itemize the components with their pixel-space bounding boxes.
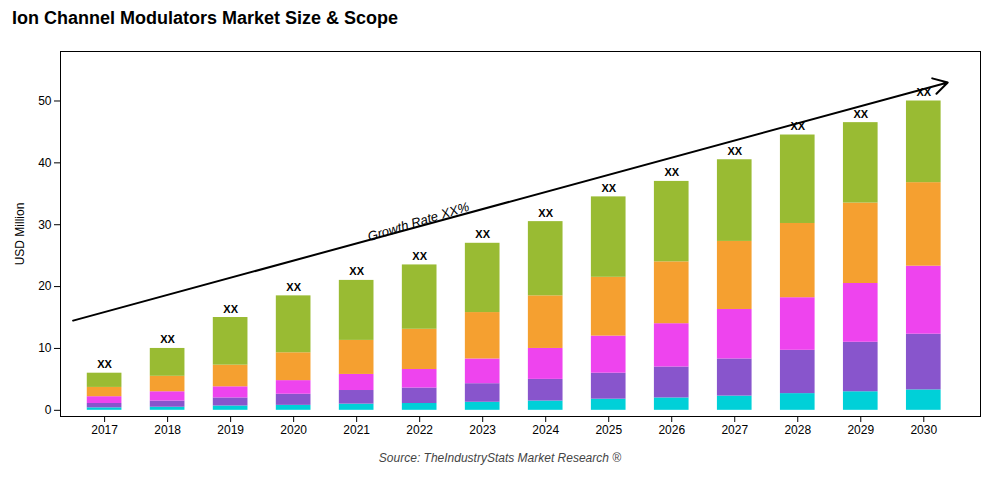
svg-text:2017: 2017 (91, 423, 118, 437)
svg-text:XX: XX (286, 281, 301, 293)
svg-text:2021: 2021 (343, 423, 370, 437)
html-text:Source: TheIndustryStats Marke: Source: TheIndustryStats Market Research… (378, 451, 622, 465)
svg-text:2029: 2029 (847, 423, 874, 437)
svg-text:10: 10 (38, 341, 52, 355)
svg-text:XX: XX (916, 86, 932, 98)
svg-text:2030: 2030 (910, 423, 937, 437)
svg-text:XX: XX (97, 358, 112, 370)
svg-text:XX: XX (160, 333, 175, 345)
svg-text:XX: XX (853, 108, 868, 120)
svg-text:2024: 2024 (532, 423, 559, 437)
svg-text:XX: XX (601, 182, 616, 194)
svg-text:50: 50 (38, 94, 52, 108)
svg-text:2028: 2028 (784, 423, 811, 437)
svg-text:2026: 2026 (658, 423, 685, 437)
svg-text:XX: XX (475, 228, 490, 240)
svg-text:2022: 2022 (406, 423, 433, 437)
svg-text:2023: 2023 (469, 423, 496, 437)
svg-text:XX: XX (538, 207, 553, 219)
svg-text:2025: 2025 (595, 423, 622, 437)
svg-text:XX: XX (412, 250, 427, 262)
svg-text:XX: XX (223, 303, 238, 315)
svg-text:XX: XX (790, 120, 806, 132)
svg-text:XX: XX (349, 265, 364, 277)
svg-text:20: 20 (38, 279, 52, 293)
svg-text:Growth Rate XX%: Growth Rate XX% (366, 199, 471, 244)
svg-text:2018: 2018 (154, 423, 181, 437)
svg-text:USD Million: USD Million (13, 203, 27, 266)
svg-text:30: 30 (38, 218, 52, 232)
svg-text:2019: 2019 (217, 423, 244, 437)
svg-text:2020: 2020 (280, 423, 307, 437)
svg-text:0: 0 (45, 403, 52, 417)
html-text:Ion Channel Modulators Market: Ion Channel Modulators Market Size & Sco… (12, 8, 399, 28)
svg-text:XX: XX (727, 145, 742, 157)
svg-text:40: 40 (38, 156, 52, 170)
svg-text:2027: 2027 (721, 423, 748, 437)
svg-text:XX: XX (664, 166, 679, 178)
